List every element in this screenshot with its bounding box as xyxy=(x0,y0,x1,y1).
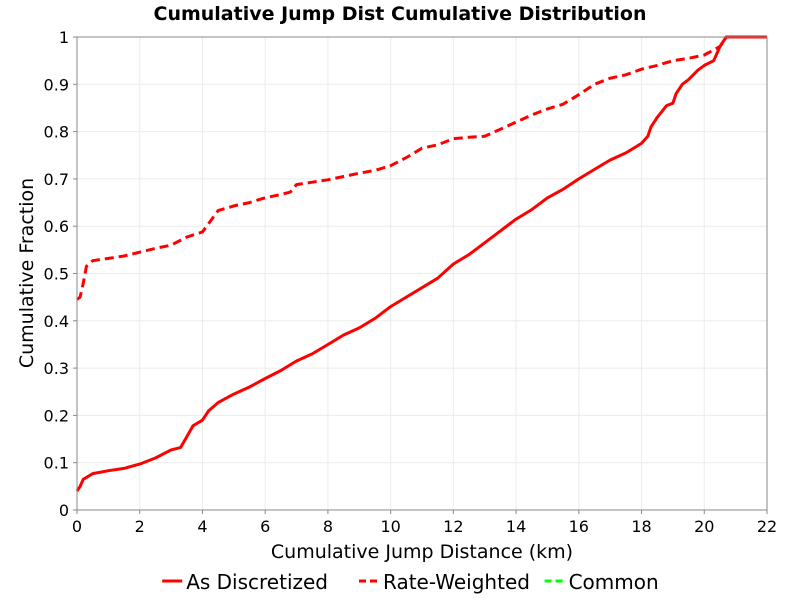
y-tick-label: 0.5 xyxy=(44,265,69,284)
x-tick-label: 22 xyxy=(757,517,777,536)
x-tick-label: 6 xyxy=(260,517,270,536)
y-tick-label: 0.3 xyxy=(44,359,69,378)
y-tick-label: 0 xyxy=(59,501,69,520)
x-tick-label: 14 xyxy=(506,517,526,536)
legend-label-2: Rate-Weighted xyxy=(383,570,530,594)
legend: As Discretized Rate-Weighted Common xyxy=(162,570,659,594)
y-tick-label: 0.9 xyxy=(44,75,69,94)
x-tick-label: 12 xyxy=(443,517,463,536)
chart-title: Cumulative Jump Dist Cumulative Distribu… xyxy=(154,3,647,25)
x-axis-ticks: 0 2 4 6 8 10 12 14 16 18 20 22 xyxy=(72,510,777,536)
y-tick-label: 1 xyxy=(59,28,69,47)
legend-label-1: As Discretized xyxy=(186,570,328,594)
x-tick-label: 0 xyxy=(72,517,82,536)
x-tick-label: 16 xyxy=(569,517,589,536)
x-tick-label: 18 xyxy=(631,517,651,536)
x-tick-label: 8 xyxy=(323,517,333,536)
y-axis-ticks: 0 0.1 0.2 0.3 0.4 0.5 0.6 0.7 0.8 0.9 1 xyxy=(44,28,77,520)
y-tick-label: 0.1 xyxy=(44,454,69,473)
y-tick-label: 0.4 xyxy=(44,312,69,331)
x-tick-label: 10 xyxy=(380,517,400,536)
x-axis-label: Cumulative Jump Distance (km) xyxy=(271,541,573,563)
legend-label-3: Common xyxy=(569,570,659,594)
y-tick-label: 0.8 xyxy=(44,123,69,142)
x-tick-label: 20 xyxy=(694,517,714,536)
y-tick-label: 0.2 xyxy=(44,406,69,425)
series-line-1 xyxy=(75,35,767,492)
y-axis-label: Cumulative Fraction xyxy=(16,178,38,368)
x-tick-label: 2 xyxy=(135,517,145,536)
y-tick-label: 0.6 xyxy=(44,217,69,236)
series-line-2 xyxy=(76,35,767,301)
x-tick-label: 4 xyxy=(197,517,207,536)
y-tick-label: 0.7 xyxy=(44,170,69,189)
series-lines xyxy=(75,35,767,492)
